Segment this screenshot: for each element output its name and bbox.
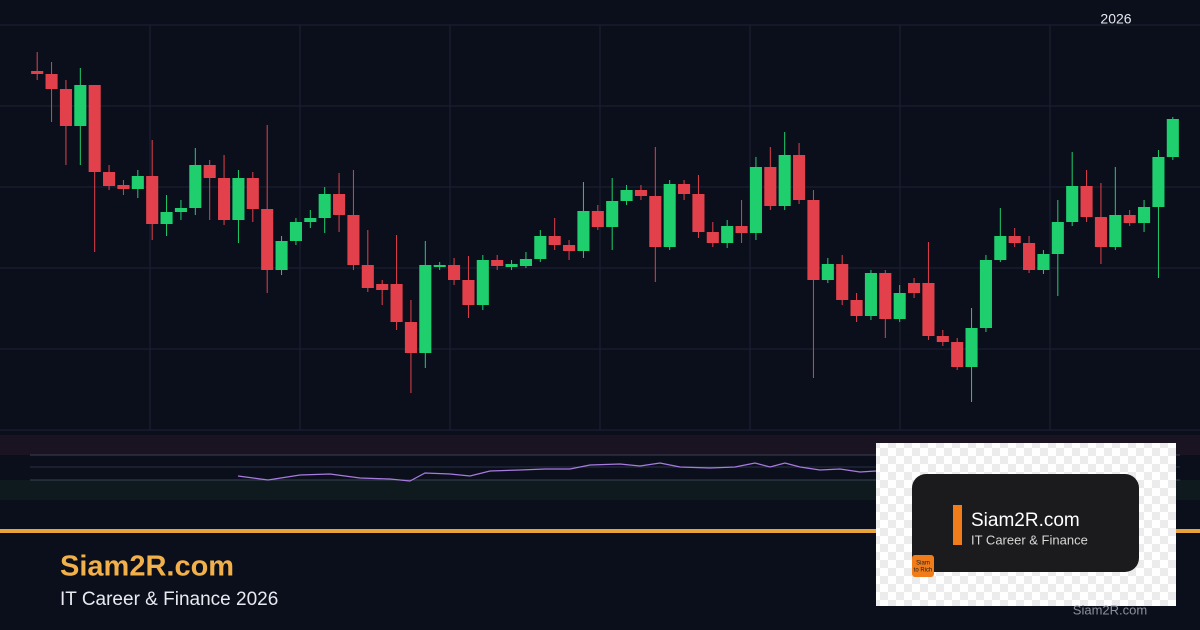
candle-body (836, 264, 849, 300)
candle-body (333, 194, 346, 215)
candle-body (146, 176, 159, 224)
candle-body (519, 259, 532, 266)
candle-body (994, 236, 1007, 260)
candle-body (534, 236, 547, 259)
candle-body (462, 280, 475, 305)
candle-body (1008, 236, 1021, 243)
watermark: Siam2R.com (1073, 602, 1147, 617)
candle-body (864, 273, 877, 316)
brand-title: Siam2R.com (60, 551, 234, 583)
candle-body (361, 265, 374, 288)
candle-body (491, 260, 504, 266)
candle-body (246, 178, 259, 209)
candle-body (951, 342, 964, 367)
candle-body (706, 232, 719, 243)
candle-body (821, 264, 834, 280)
candle-body (1166, 119, 1179, 157)
candle-body (31, 71, 44, 74)
candle-body (893, 293, 906, 319)
candle-body (563, 245, 576, 251)
candle-body (232, 178, 245, 220)
candle-body (289, 222, 302, 241)
candle-body (275, 241, 288, 270)
candle-body (1051, 222, 1064, 254)
candle-body (577, 211, 590, 251)
candle-body (347, 215, 360, 265)
candle-body (318, 194, 331, 218)
year-label: 2026 (1100, 11, 1131, 27)
candle-body (1066, 186, 1079, 222)
logo-tagline: IT Career & Finance (971, 532, 1088, 547)
candle-body (59, 89, 72, 126)
candle-body (850, 300, 863, 316)
logo-badge: to Rich (914, 568, 933, 574)
candle-body (692, 194, 705, 232)
logo-name: Siam2R.com (971, 510, 1080, 531)
candle-body (1023, 243, 1036, 270)
candle-body (74, 85, 87, 126)
candle-body (965, 328, 978, 367)
candle-body (922, 283, 935, 336)
candle-body (979, 260, 992, 328)
candle-body (261, 209, 274, 270)
candle-body (160, 212, 173, 224)
brand-subtitle: IT Career & Finance 2026 (60, 589, 278, 610)
candle-body (1037, 254, 1050, 270)
candle-body (174, 208, 187, 212)
candle-body (45, 74, 58, 89)
candle-body (735, 226, 748, 233)
candle-body (879, 273, 892, 319)
candle-body (1109, 215, 1122, 247)
candle-body (448, 265, 461, 280)
candle-body (936, 336, 949, 342)
logo-card: Siam2R.com IT Career & Finance Siam to R… (876, 443, 1176, 606)
candle-body (663, 184, 676, 247)
candle-body (189, 165, 202, 208)
candle-body (649, 196, 662, 247)
candle-body (117, 185, 130, 189)
candles (31, 52, 1179, 402)
candle-body (793, 155, 806, 200)
candle-body (376, 284, 389, 290)
candle-body (591, 211, 604, 227)
candle-body (1094, 217, 1107, 247)
candle-body (419, 265, 432, 353)
candle-body (1138, 207, 1151, 223)
candle-body (908, 283, 921, 293)
candle-body (721, 226, 734, 243)
candle-body (404, 322, 417, 353)
candle-body (778, 155, 791, 206)
logo-badge: Siam (916, 561, 930, 567)
candle-body (131, 176, 144, 189)
candle-body (304, 218, 317, 222)
candle-body (103, 172, 116, 186)
candle-body (433, 265, 446, 267)
candle-body (1123, 215, 1136, 223)
candle-body (548, 236, 561, 245)
candle-body (634, 190, 647, 196)
candle-body (1080, 186, 1093, 217)
candle-body (218, 178, 231, 220)
candle-body (764, 167, 777, 206)
accent-line (0, 529, 1200, 533)
candle-body (807, 200, 820, 280)
candle-body (390, 284, 403, 322)
candle-body (749, 167, 762, 233)
candle-body (606, 201, 619, 227)
candle-body (505, 264, 518, 267)
candle-body (88, 85, 101, 172)
candle-body (476, 260, 489, 305)
candle-body (678, 184, 691, 194)
candle-body (203, 165, 216, 178)
candle-body (620, 190, 633, 201)
candle-body (1152, 157, 1165, 207)
